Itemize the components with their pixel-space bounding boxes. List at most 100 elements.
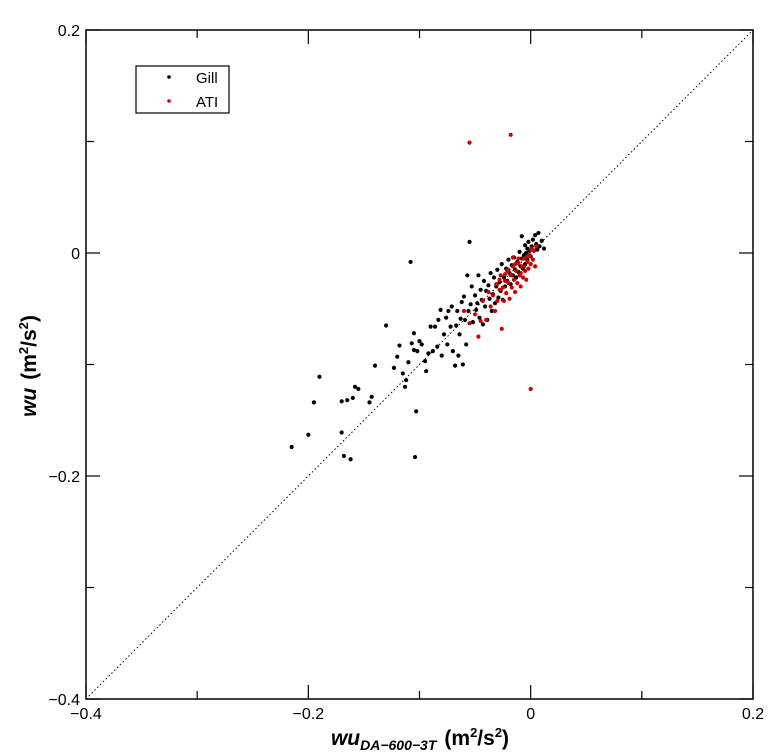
- data-point-ati: [525, 259, 530, 265]
- y-axis-title-units-pre: (m: [18, 354, 41, 380]
- data-point-gill: [537, 244, 542, 249]
- data-point-gill: [450, 349, 455, 354]
- identity-reference-line: [85, 29, 754, 700]
- data-point-gill: [452, 363, 458, 368]
- data-point-gill: [339, 399, 344, 404]
- data-point-ati: [518, 270, 523, 276]
- data-point-gill: [457, 332, 462, 337]
- data-point-gill: [430, 349, 435, 354]
- data-point-gill: [489, 308, 494, 314]
- x-axis-title: wuDA−600−3T (m2/s2): [331, 725, 509, 752]
- data-point-gill: [478, 287, 483, 292]
- data-points: [289, 132, 547, 462]
- x-axis-title-units-sup2: 2: [495, 725, 502, 740]
- data-point-ati: [490, 293, 495, 298]
- x-tick-label: −0.2: [293, 706, 325, 723]
- data-point-gill: [448, 324, 453, 329]
- data-point-ati: [504, 291, 509, 296]
- data-point-gill: [475, 301, 480, 306]
- data-point-gill: [477, 315, 482, 320]
- data-point-gill: [424, 369, 429, 374]
- x-axis-title-units-pre: (m: [444, 727, 470, 750]
- data-point-ati: [497, 277, 502, 282]
- data-point-gill: [469, 284, 474, 289]
- data-point-ati: [507, 296, 512, 301]
- data-point-ati: [484, 317, 489, 322]
- series-ati: [461, 132, 539, 392]
- data-point-ati: [514, 268, 519, 273]
- data-point-gill: [486, 283, 491, 288]
- data-point-gill: [414, 409, 419, 414]
- data-point-gill: [397, 343, 402, 348]
- data-point-gill: [339, 430, 344, 435]
- y-tick-label: 0: [71, 246, 80, 263]
- data-point-ati: [520, 275, 525, 280]
- y-tick-label: 0.2: [58, 23, 80, 40]
- data-point-gill: [391, 365, 397, 370]
- data-point-gill: [499, 262, 504, 267]
- data-point-ati: [513, 262, 518, 267]
- y-axis-title-units-post: ): [18, 315, 41, 322]
- data-point-gill: [415, 349, 420, 354]
- x-tick-label: 0: [526, 706, 535, 723]
- data-point-ati: [501, 298, 507, 304]
- data-point-gill: [441, 332, 447, 337]
- data-point-ati: [528, 262, 533, 267]
- data-point-ati: [508, 273, 513, 278]
- data-point-ati: [500, 285, 505, 290]
- data-point-gill: [445, 342, 450, 347]
- data-point-ati: [494, 282, 499, 287]
- data-point-ati: [508, 132, 513, 137]
- data-point-gill: [470, 320, 475, 325]
- data-point-gill: [460, 362, 465, 367]
- data-point-gill: [488, 270, 493, 276]
- data-point-ati: [516, 260, 521, 266]
- y-axis-title: wu(m2/s2): [16, 315, 41, 417]
- data-point-ati: [528, 247, 533, 252]
- tick-labels: −0.4 −0.2 0 0.2 −0.4 −0.2 0 0.2: [48, 23, 764, 723]
- data-point-gill: [541, 246, 547, 251]
- data-point-ati: [521, 256, 527, 261]
- data-point-ati: [524, 277, 529, 282]
- data-point-ati: [506, 267, 511, 272]
- data-point-ati: [476, 334, 481, 339]
- data-point-gill: [455, 308, 460, 314]
- data-point-gill: [419, 342, 424, 347]
- data-point-gill: [404, 378, 409, 383]
- data-point-gill: [439, 353, 444, 358]
- data-point-gill: [352, 384, 358, 389]
- data-point-gill: [464, 342, 469, 347]
- data-point-ati: [502, 278, 508, 283]
- data-point-gill: [461, 294, 467, 299]
- data-point-ati: [480, 298, 485, 304]
- data-point-gill: [438, 307, 443, 312]
- data-point-gill: [400, 371, 405, 376]
- y-axis-title-units-sup1: 2: [16, 347, 31, 354]
- legend: Gill ATI: [135, 65, 230, 114]
- data-point-gill: [395, 354, 400, 359]
- data-point-gill: [426, 351, 431, 356]
- data-point-ati: [461, 308, 467, 314]
- data-point-ati: [531, 248, 537, 253]
- y-tick-label: −0.2: [48, 469, 80, 486]
- y-axis-title-main: wu: [18, 388, 41, 417]
- data-point-gill: [501, 275, 507, 280]
- y-tick-label: −0.4: [48, 692, 80, 709]
- data-point-gill: [536, 230, 541, 236]
- y-axis-title-units-mid: /s: [18, 329, 41, 347]
- data-point-gill: [539, 238, 544, 243]
- data-point-ati: [472, 312, 478, 317]
- data-point-ati: [486, 289, 491, 295]
- data-point-gill: [435, 344, 440, 349]
- data-point-gill: [472, 293, 478, 298]
- legend-box: [135, 65, 230, 114]
- data-point-gill: [350, 395, 355, 401]
- data-point-ati: [534, 244, 539, 249]
- data-point-gill: [535, 247, 540, 252]
- data-point-gill: [462, 317, 468, 322]
- data-point-gill: [402, 384, 408, 389]
- data-point-gill: [409, 341, 414, 346]
- data-point-ati: [467, 140, 472, 145]
- data-point-gill: [384, 323, 389, 328]
